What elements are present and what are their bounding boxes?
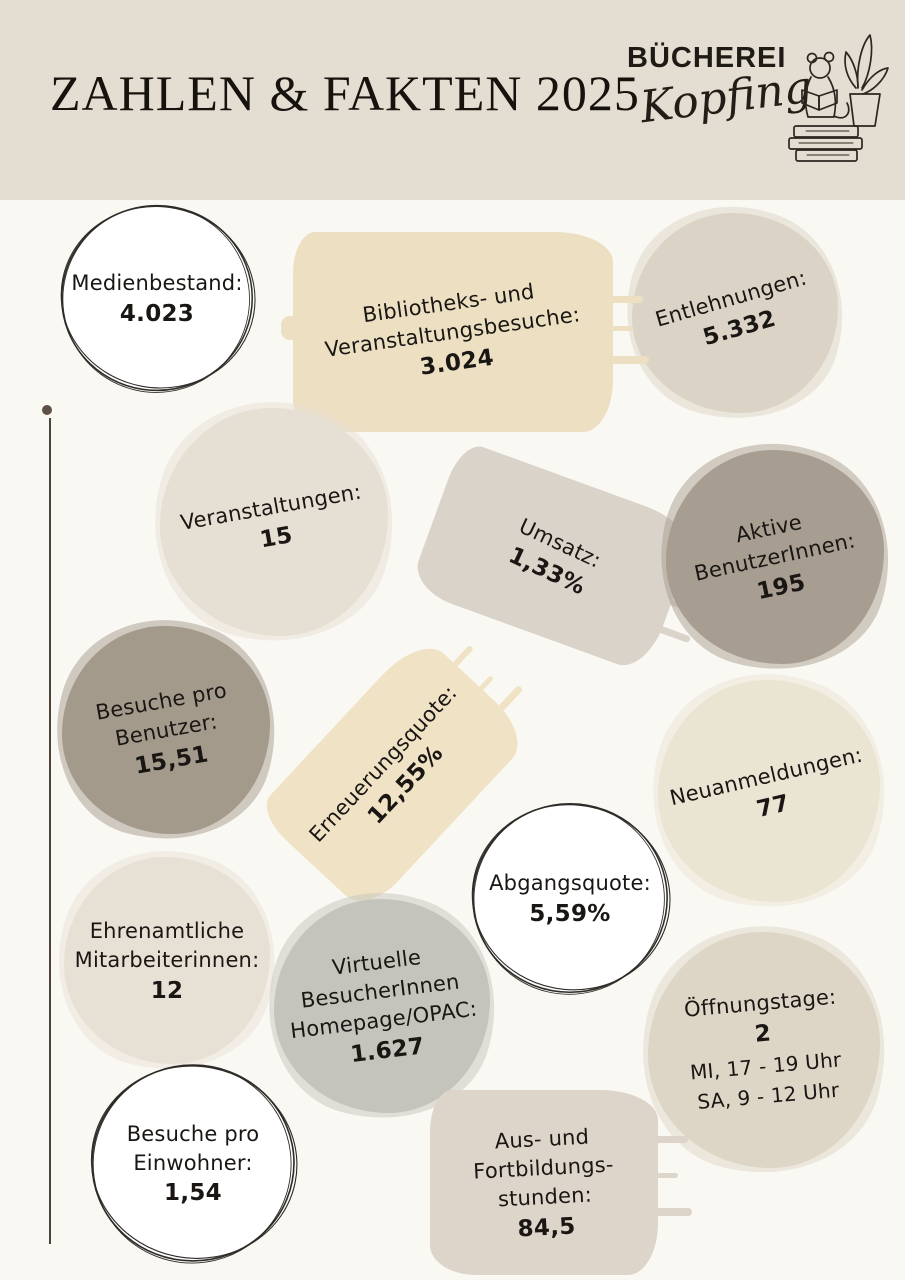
stat-value: 12 <box>150 977 184 1004</box>
sketch-circle <box>60 204 256 393</box>
stat-label: Medienbestand: <box>71 271 243 296</box>
stat-aktive-benutzer: Aktive BenutzerInnen: 195 <box>666 450 884 664</box>
stat-neuanmeldungen: Neuanmeldungen: 77 <box>658 680 880 902</box>
vertical-accent-line <box>49 418 51 1244</box>
logo-name: BÜCHEREI <box>627 42 787 74</box>
stat-value: 5,59% <box>529 900 611 927</box>
stat-label: Ehrenamtliche Mitarbeiterinnen: <box>74 919 260 972</box>
stat-label: Aus- und Fortbildungs- stunden: <box>472 1124 614 1211</box>
stat-label: Besuche pro Einwohner: <box>126 1121 260 1175</box>
stat-medienbestand: Medienbestand: 4.023 <box>52 198 262 398</box>
stat-veranstaltungen: Veranstaltungen: 15 <box>160 408 388 636</box>
stat-value: 4.023 <box>119 300 195 327</box>
stat-besuche-pro-benutzer: Besuche pro Benutzer: 15,51 <box>62 626 270 834</box>
stat-abgangsquote: Abgangsquote: 5,59% <box>466 796 674 1000</box>
reading-mouse-illustration <box>788 34 889 162</box>
stat-value: 1,54 <box>164 1180 222 1207</box>
page-title: ZAHLEN & FAKTEN 2025 <box>50 65 640 121</box>
stat-entlehnungen: Entlehnungen: 5.332 <box>632 213 838 413</box>
stat-oeffnungstage: Öffnungstage: 2 MI, 17 - 19 Uhr SA, 9 - … <box>648 932 880 1168</box>
stat-fortbildungsstunden: Aus- und Fortbildungs- stunden: 84,5 <box>430 1090 692 1275</box>
stat-bibliotheksbesuche: Bibliotheks- und Veranstaltungsbesuche: … <box>281 232 649 432</box>
header-band: ZAHLEN & FAKTEN 2025 BÜCHEREI Kopfing <box>0 0 905 200</box>
stat-opening-hours: MI, 17 - 19 Uhr SA, 9 - 12 Uhr <box>688 1047 842 1114</box>
stat-virtuelle-besucher: Virtuelle BesucherInnen Homepage/OPAC: 1… <box>274 899 490 1113</box>
sketch-circle <box>471 802 671 995</box>
stat-label: Abgangsquote: <box>489 871 651 896</box>
stat-besuche-pro-einwohner: Besuche pro Einwohner: 1,54 <box>86 1057 300 1269</box>
stat-ehrenamtliche: Ehrenamtliche Mitarbeiterinnen: 12 <box>64 857 270 1064</box>
stat-umsatz: Umsatz: 1,33% <box>408 439 708 675</box>
accent-line-dot <box>42 405 52 415</box>
stat-value: 84,5 <box>516 1212 576 1242</box>
sketch-circle <box>90 1064 298 1264</box>
